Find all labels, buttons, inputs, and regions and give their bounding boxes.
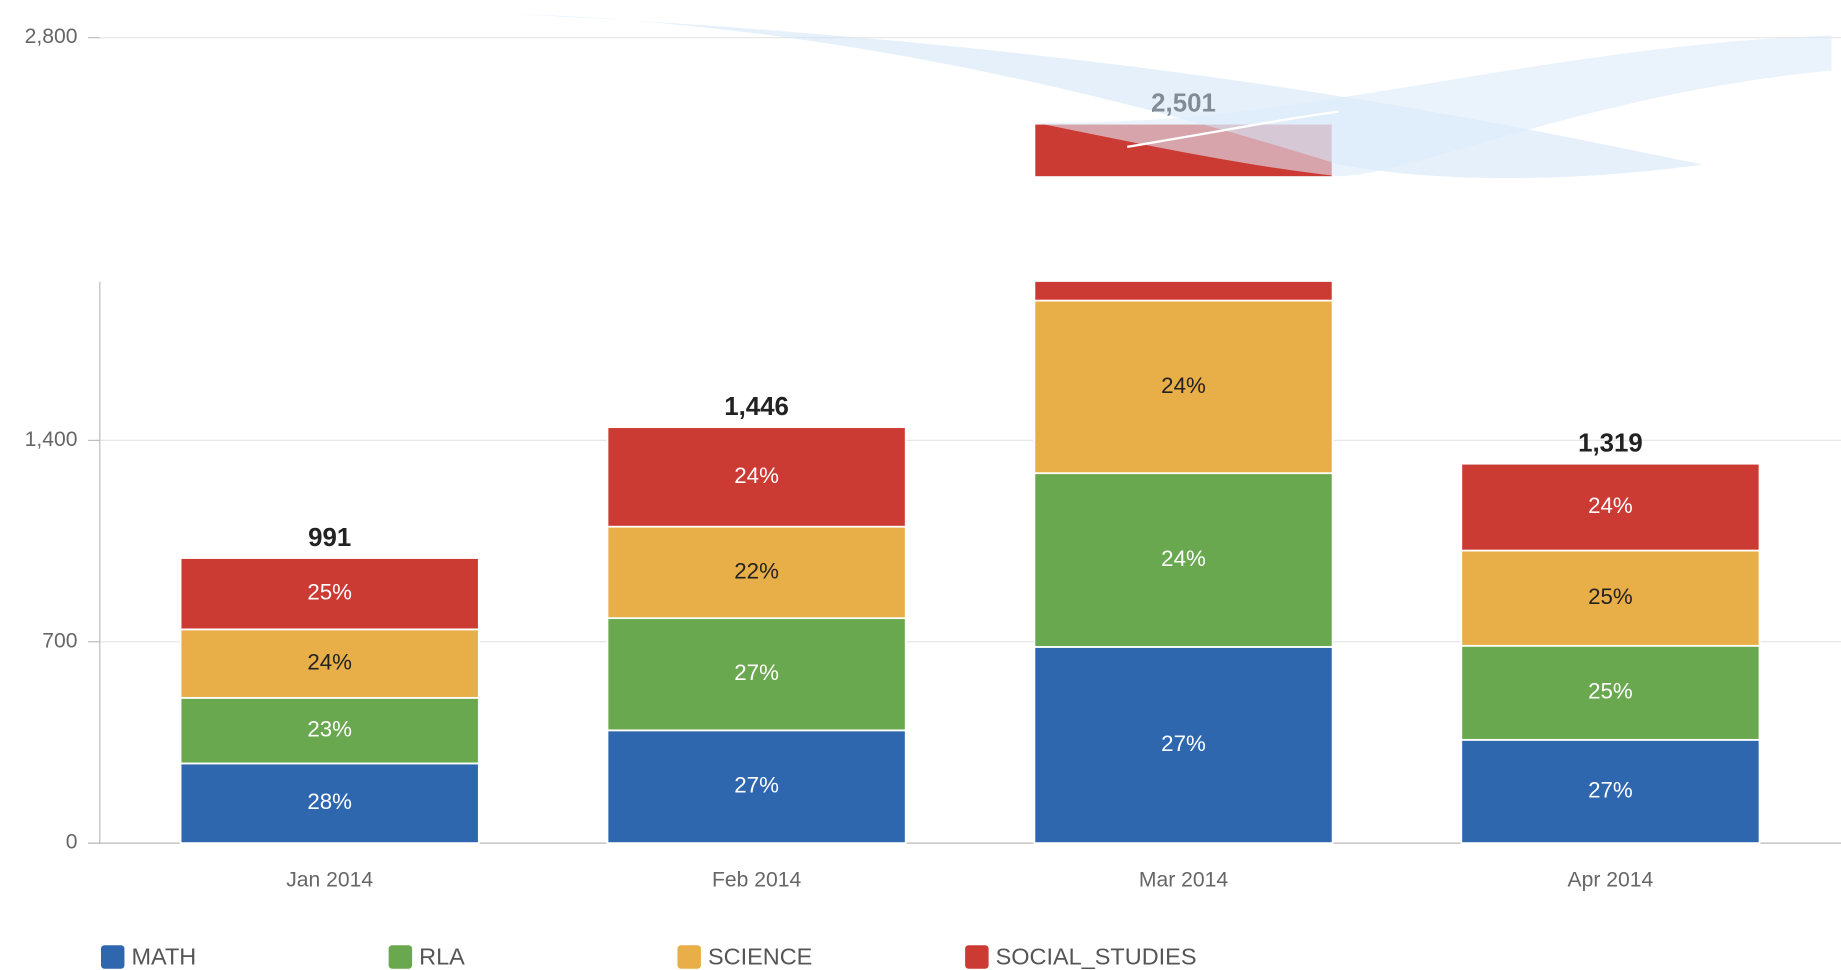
x-tick-label: Apr 2014 (1568, 868, 1654, 891)
total-label: 1,319 (1578, 430, 1643, 458)
segment-label: 27% (1161, 731, 1206, 756)
segment-label: 25% (1588, 679, 1633, 704)
legend-swatch (388, 945, 413, 969)
segment-label: 28% (307, 789, 352, 814)
bar-segment (1460, 644, 1761, 741)
y-tick-label: 700 (42, 629, 77, 652)
segment-label: 25% (1588, 584, 1633, 609)
legend-swatch (677, 945, 701, 969)
segment-label: 22% (734, 558, 779, 583)
bar-segment (606, 729, 907, 844)
bar-segment (179, 557, 480, 631)
swoosh-line (1126, 110, 1339, 149)
segment-label: 23% (307, 717, 352, 742)
segment-label: 24% (1161, 373, 1206, 398)
total-label: 1,446 (724, 393, 789, 421)
segment-label: 24% (1161, 546, 1206, 571)
legend-label: SCIENCE (708, 943, 812, 969)
segment-label: 27% (1588, 777, 1633, 802)
y-tick-label: 0 (66, 831, 78, 854)
y-tick-label: 1,400 (25, 428, 78, 451)
bar-segment (1033, 299, 1334, 475)
bar-segment (179, 696, 480, 765)
bar-segment (1460, 462, 1761, 552)
x-tick-label: Jan 2014 (286, 868, 373, 891)
bar-segment (606, 617, 907, 732)
x-tick-label: Feb 2014 (712, 868, 802, 891)
bar-segment (1460, 549, 1761, 647)
legend-label: MATH (131, 943, 196, 969)
segment-label: 27% (734, 660, 779, 685)
bar-segment (1033, 646, 1334, 844)
legend-label: SOCIAL_STUDIES (996, 943, 1197, 969)
swoosh (1033, 35, 1832, 177)
bar-segment (1033, 472, 1334, 648)
bar-segment (179, 628, 480, 699)
x-tick-label: Mar 2014 (1139, 868, 1228, 891)
legend-label: RLA (419, 943, 465, 969)
bar-segment (606, 525, 907, 620)
segment-label: 24% (1588, 493, 1633, 518)
blank-band (0, 176, 1841, 282)
y-tick-label: 2,800 (25, 25, 78, 48)
segment-label: 27% (734, 773, 779, 798)
segment-label: 25% (307, 580, 352, 605)
overlay (0, 14, 1841, 282)
legend-swatch (100, 945, 125, 969)
segment-label: 24% (734, 463, 779, 488)
bar-segment (606, 426, 907, 528)
segment-label: 24% (307, 649, 352, 674)
legend: MATH RLA SCIENCE SOCIAL_STUDIES (100, 943, 1197, 969)
total-label: 991 (308, 524, 351, 552)
legend-swatch (965, 945, 989, 969)
